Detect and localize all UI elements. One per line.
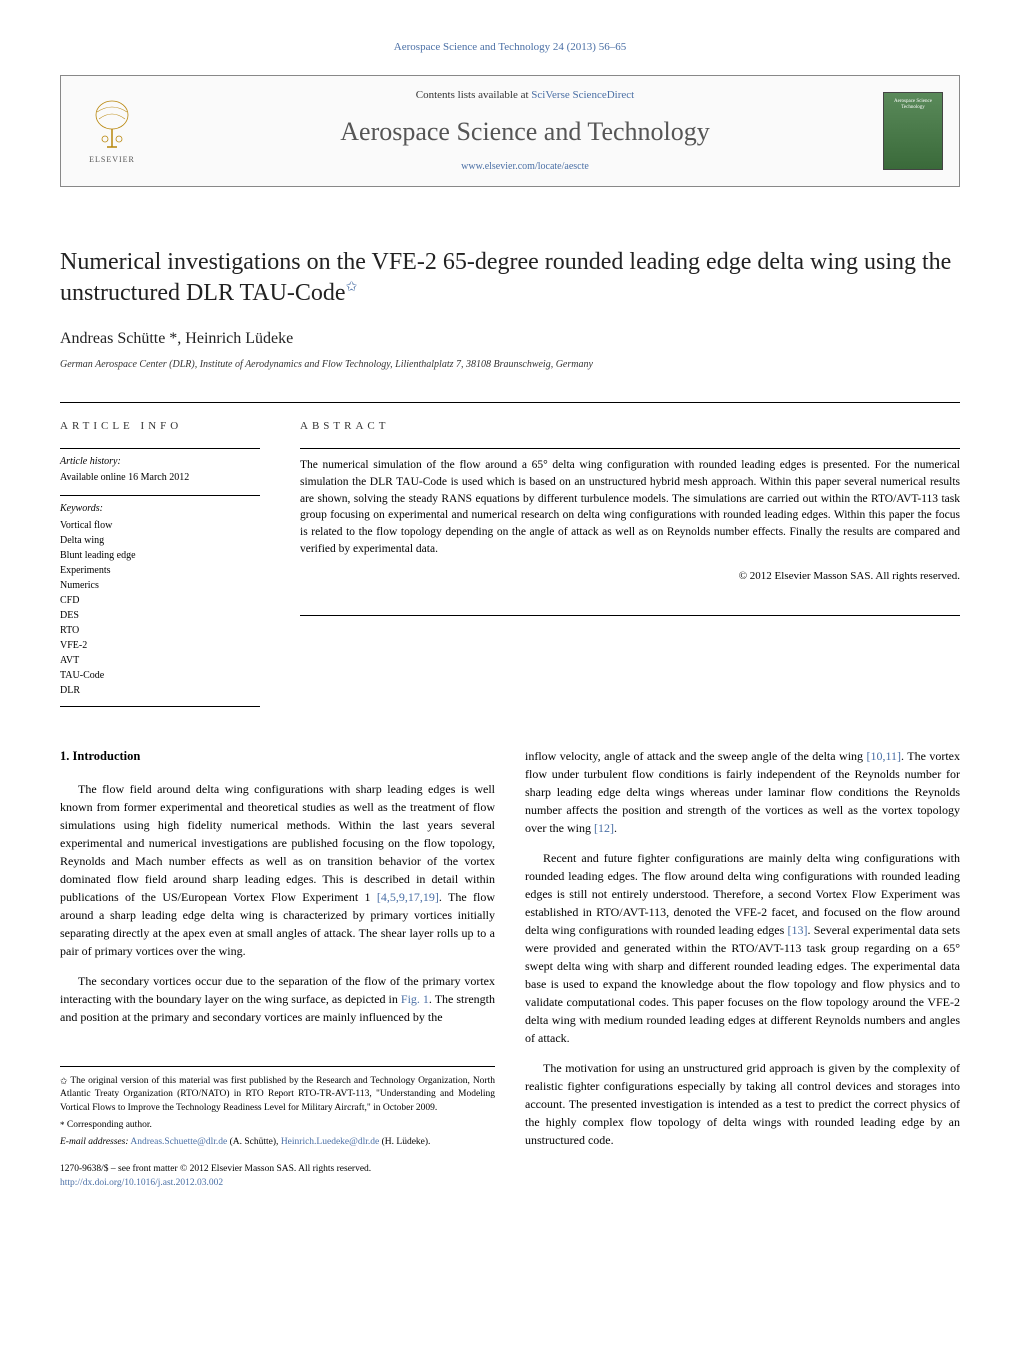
ref-link[interactable]: [12] [594, 821, 614, 835]
email-link-2[interactable]: Heinrich.Luedeke@dlr.de [281, 1137, 379, 1147]
history-label: Article history: [60, 455, 260, 469]
p-text: The flow field around delta wing configu… [60, 782, 495, 904]
corr-text: Corresponding author. [67, 1120, 152, 1130]
journal-header-box: ELSEVIER Contents lists available at Sci… [60, 75, 960, 187]
note-marker: ✩ [60, 1076, 68, 1086]
contents-prefix: Contents lists available at [416, 89, 531, 101]
keyword-item: Vortical flow [60, 518, 260, 533]
keyword-item: TAU-Code [60, 668, 260, 683]
info-abstract-row: ARTICLE INFO Article history: Available … [60, 402, 960, 717]
contents-available-line: Contents lists available at SciVerse Sci… [167, 88, 883, 103]
ref-link[interactable]: [4,5,9,17,19] [377, 890, 439, 904]
article-info-col: ARTICLE INFO Article history: Available … [60, 419, 260, 717]
email-name-1: (A. Schütte), [230, 1137, 279, 1147]
journal-url[interactable]: www.elsevier.com/locate/aescte [167, 160, 883, 174]
title-note-marker: ✩ [346, 280, 358, 295]
abstract-rule [300, 615, 960, 616]
footnotes-block: ✩ The original version of this material … [60, 1066, 495, 1149]
body-columns: 1. Introduction The flow field around de… [60, 747, 960, 1190]
keyword-item: Numerics [60, 578, 260, 593]
email-name-2: (H. Lüdeke). [382, 1137, 431, 1147]
doi-link[interactable]: http://dx.doi.org/10.1016/j.ast.2012.03.… [60, 1178, 223, 1188]
authors-line: Andreas Schütte *, Heinrich Lüdeke [60, 328, 960, 350]
body-paragraph: The flow field around delta wing configu… [60, 780, 495, 960]
footnote-corresponding: * Corresponding author. [60, 1119, 495, 1132]
ref-link[interactable]: [10,11] [866, 749, 901, 763]
note-text: The original version of this material wa… [60, 1076, 495, 1113]
p-text: . Several experimental data sets were pr… [525, 923, 960, 1045]
keyword-item: Blunt leading edge [60, 548, 260, 563]
p-text: The motivation for using an unstructured… [525, 1061, 960, 1147]
elsevier-tree-icon [87, 97, 137, 152]
section-1-heading: 1. Introduction [60, 747, 495, 766]
keyword-item: DLR [60, 683, 260, 698]
body-paragraph: Recent and future fighter configurations… [525, 849, 960, 1047]
header-center: Contents lists available at SciVerse Sci… [167, 88, 883, 174]
affiliation: German Aerospace Center (DLR), Institute… [60, 358, 960, 372]
email-label: E-mail addresses: [60, 1137, 129, 1147]
abstract-heading: ABSTRACT [300, 419, 960, 434]
body-paragraph: inflow velocity, angle of attack and the… [525, 747, 960, 837]
elsevier-label: ELSEVIER [89, 154, 135, 165]
body-col-left: 1. Introduction The flow field around de… [60, 747, 495, 1190]
fig-link[interactable]: Fig. 1 [401, 992, 429, 1006]
ref-link[interactable]: [13] [788, 923, 808, 937]
citation-header: Aerospace Science and Technology 24 (201… [60, 40, 960, 55]
front-matter-line: 1270-9638/$ – see front matter © 2012 El… [60, 1162, 495, 1176]
copyright-footer: 1270-9638/$ – see front matter © 2012 El… [60, 1162, 495, 1191]
abstract-text: The numerical simulation of the flow aro… [300, 448, 960, 557]
keyword-item: AVT [60, 653, 260, 668]
keyword-item: CFD [60, 593, 260, 608]
footnote-emails: E-mail addresses: Andreas.Schuette@dlr.d… [60, 1136, 495, 1149]
elsevier-logo: ELSEVIER [77, 91, 147, 171]
keyword-item: Delta wing [60, 533, 260, 548]
p-text: inflow velocity, angle of attack and the… [525, 749, 866, 763]
journal-title: Aerospace Science and Technology [167, 114, 883, 150]
p-text: . [614, 821, 617, 835]
body-col-right: inflow velocity, angle of attack and the… [525, 747, 960, 1190]
sciencedirect-link[interactable]: SciVerse ScienceDirect [531, 89, 634, 101]
email-link-1[interactable]: Andreas.Schuette@dlr.de [130, 1137, 227, 1147]
history-text: Available online 16 March 2012 [60, 471, 260, 485]
article-info-heading: ARTICLE INFO [60, 419, 260, 434]
article-title: Numerical investigations on the VFE-2 65… [60, 247, 960, 309]
keywords-list: Vortical flowDelta wingBlunt leading edg… [60, 518, 260, 698]
cover-text: Aerospace Science Technology [884, 99, 942, 110]
abstract-col: ABSTRACT The numerical simulation of the… [300, 419, 960, 717]
title-text: Numerical investigations on the VFE-2 65… [60, 249, 951, 306]
corr-marker: * [60, 1120, 65, 1130]
journal-cover-thumb: Aerospace Science Technology [883, 92, 943, 170]
keyword-item: VFE-2 [60, 638, 260, 653]
abstract-copyright: © 2012 Elsevier Masson SAS. All rights r… [300, 569, 960, 584]
footnote-origin: ✩ The original version of this material … [60, 1075, 495, 1115]
keyword-item: RTO [60, 623, 260, 638]
keywords-section: Keywords: Vortical flowDelta wingBlunt l… [60, 495, 260, 707]
keyword-item: Experiments [60, 563, 260, 578]
body-paragraph: The motivation for using an unstructured… [525, 1059, 960, 1149]
keywords-label: Keywords: [60, 502, 260, 516]
article-history-section: Article history: Available online 16 Mar… [60, 448, 260, 485]
body-paragraph: The secondary vortices occur due to the … [60, 972, 495, 1026]
keyword-item: DES [60, 608, 260, 623]
